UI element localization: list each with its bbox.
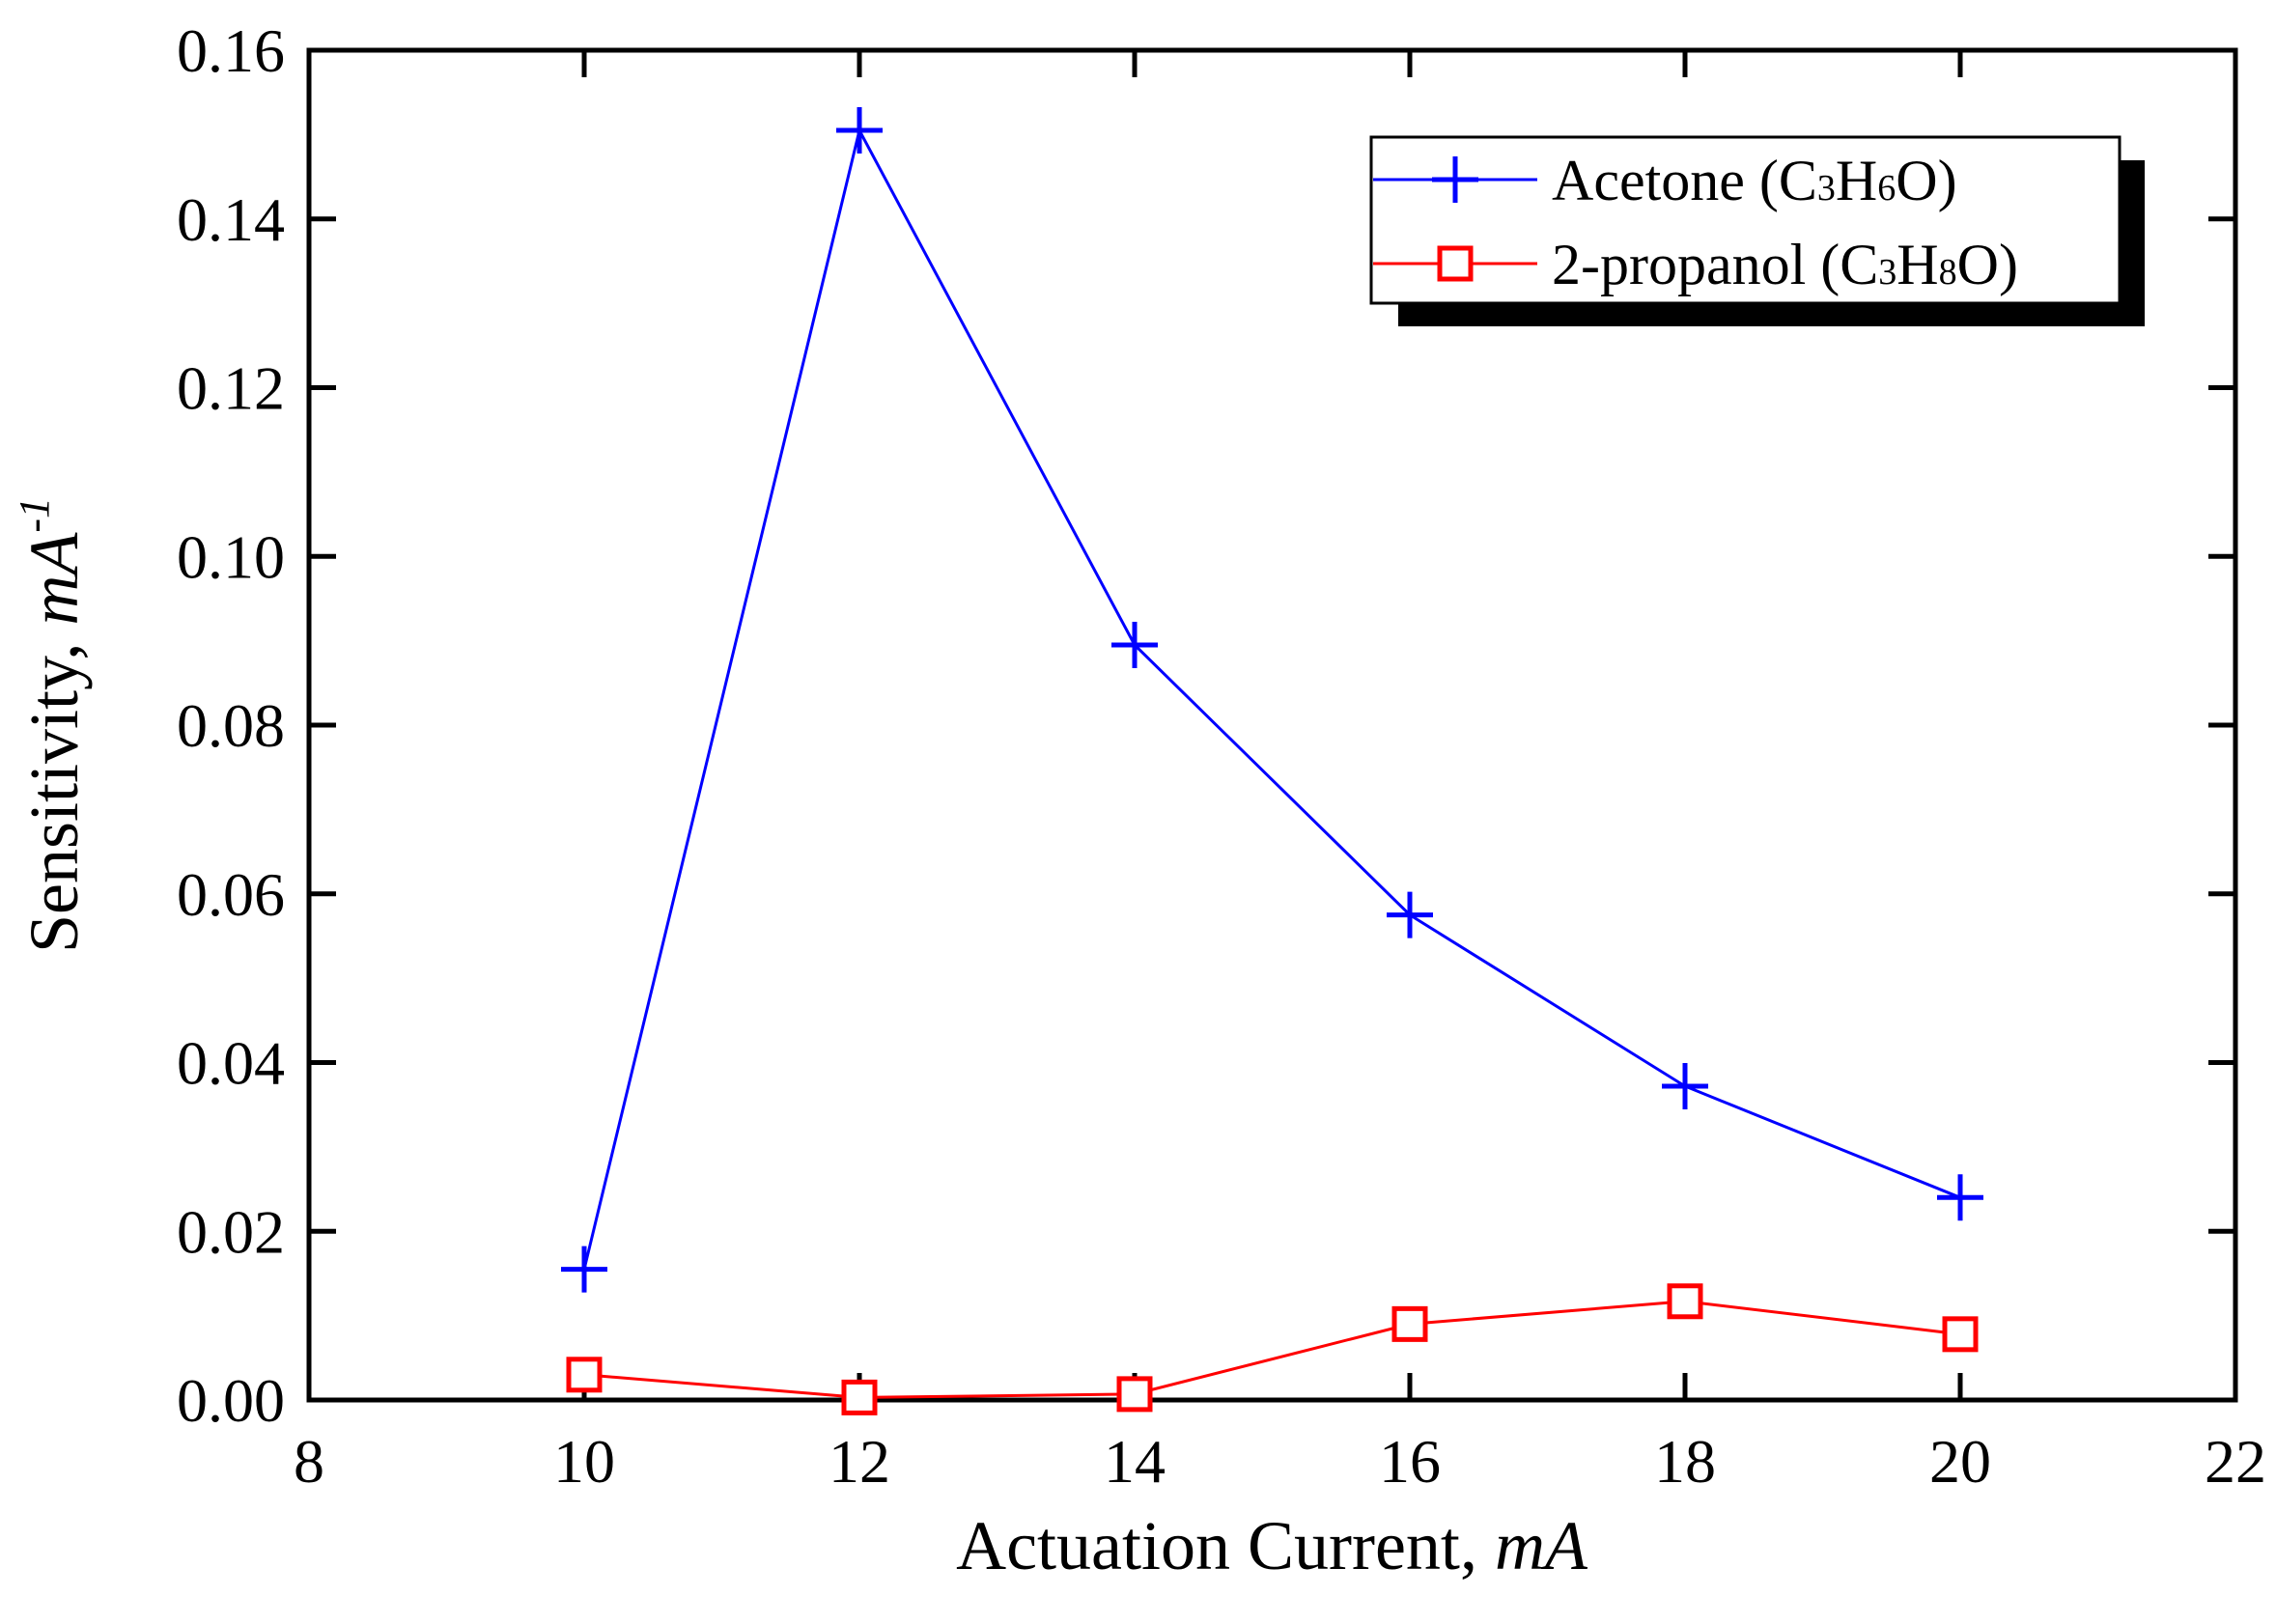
y-tick-label: 0.16 xyxy=(177,16,285,85)
legend-formula-h-2-propanol: H xyxy=(1897,233,1938,296)
legend-formula-open-acetone: ( xyxy=(1745,149,1779,212)
x-axis-title: Actuation Current, mA xyxy=(956,1507,1588,1584)
data-point-2-propanol xyxy=(1942,1316,1979,1353)
x-axis-title-text: Actuation Current, xyxy=(956,1507,1495,1584)
legend-formula-c-count-acetone: 3 xyxy=(1817,168,1836,209)
legend-label-acetone: Acetone (C3H6O) xyxy=(1552,149,1957,212)
legend-formula-open-2-propanol: ( xyxy=(1806,233,1840,296)
legend: Acetone (C3H6O) 2-propanol (C3H8O) xyxy=(1369,135,2145,326)
legend-label-2-propanol: 2-propanol (C3H8O) xyxy=(1552,233,2018,296)
legend-formula-c-count-2-propanol: 3 xyxy=(1878,252,1897,293)
series-line-acetone xyxy=(582,126,1961,1270)
legend-formula-c-acetone: C xyxy=(1779,149,1817,212)
series-layer xyxy=(561,107,1983,1415)
data-point-2-propanol xyxy=(1667,1283,1703,1320)
legend-entry-2-propanol: 2-propanol (C3H8O) xyxy=(1373,233,2018,296)
x-tick-label: 18 xyxy=(1654,1427,1716,1496)
x-tick-label: 10 xyxy=(553,1427,615,1496)
data-point-2-propanol xyxy=(1116,1376,1153,1413)
data-point-acetone xyxy=(836,107,883,154)
legend-marker-2-propanol xyxy=(1437,245,1474,282)
data-point-2-propanol xyxy=(841,1379,878,1415)
x-tick-label: 8 xyxy=(294,1427,324,1496)
legend-name-acetone: Acetone xyxy=(1552,149,1745,212)
x-tick-label: 22 xyxy=(2205,1427,2266,1496)
y-tick-label: 0.08 xyxy=(177,691,285,760)
legend-marker-acetone xyxy=(1432,156,1478,203)
legend-formula-h-acetone: H xyxy=(1836,149,1877,212)
y-tick-label: 0.00 xyxy=(177,1366,285,1435)
legend-formula-c-2-propanol: C xyxy=(1840,233,1878,296)
data-point-acetone xyxy=(1387,891,1433,938)
legend-formula-o-2-propanol: O xyxy=(1957,233,1999,296)
legend-formula-o-acetone: O xyxy=(1896,149,1937,212)
data-point-acetone xyxy=(1937,1174,1983,1221)
legend-name-2-propanol: 2-propanol xyxy=(1552,233,1806,296)
axis-ticks xyxy=(306,47,2238,1403)
y-tick-label: 0.06 xyxy=(177,860,285,929)
tick-labels: 8 10 12 14 16 18 20 22 0.00 0.02 0.04 0.06 0.08 0.10 0… xyxy=(177,16,2266,1496)
data-point-acetone xyxy=(1111,621,1158,668)
data-point-acetone xyxy=(1662,1062,1708,1109)
y-tick-label: 0.02 xyxy=(177,1197,285,1266)
x-axis-title-unit: mA xyxy=(1495,1507,1588,1584)
x-tick-label: 20 xyxy=(1929,1427,1991,1496)
legend-formula-close-acetone: ) xyxy=(1938,149,1957,212)
x-tick-label: 14 xyxy=(1104,1427,1166,1496)
y-tick-label: 0.12 xyxy=(177,354,285,423)
y-tick-label: 0.14 xyxy=(177,185,285,254)
legend-box xyxy=(1369,135,2121,305)
legend-formula-close-2-propanol: ) xyxy=(1999,233,2018,296)
y-tick-label: 0.04 xyxy=(177,1029,285,1098)
legend-formula-h-count-2-propanol: 8 xyxy=(1939,252,1957,293)
data-point-2-propanol xyxy=(1391,1305,1428,1342)
y-axis-title-exponent: -1 xyxy=(11,497,58,533)
series-line-2-propanol xyxy=(583,1300,1961,1399)
x-tick-label: 12 xyxy=(829,1427,890,1496)
data-point-2-propanol xyxy=(566,1357,603,1393)
x-tick-label: 16 xyxy=(1379,1427,1441,1496)
y-axis-title: Sensitivity, mA-1 xyxy=(11,497,93,953)
legend-formula-h-count-acetone: 6 xyxy=(1877,168,1896,209)
legend-entry-acetone: Acetone (C3H6O) xyxy=(1373,149,1957,212)
y-axis-title-unit: mA xyxy=(15,532,93,626)
y-tick-label: 0.10 xyxy=(177,522,285,591)
y-axis-title-text: Sensitivity, xyxy=(15,626,93,953)
data-point-acetone xyxy=(561,1246,607,1293)
